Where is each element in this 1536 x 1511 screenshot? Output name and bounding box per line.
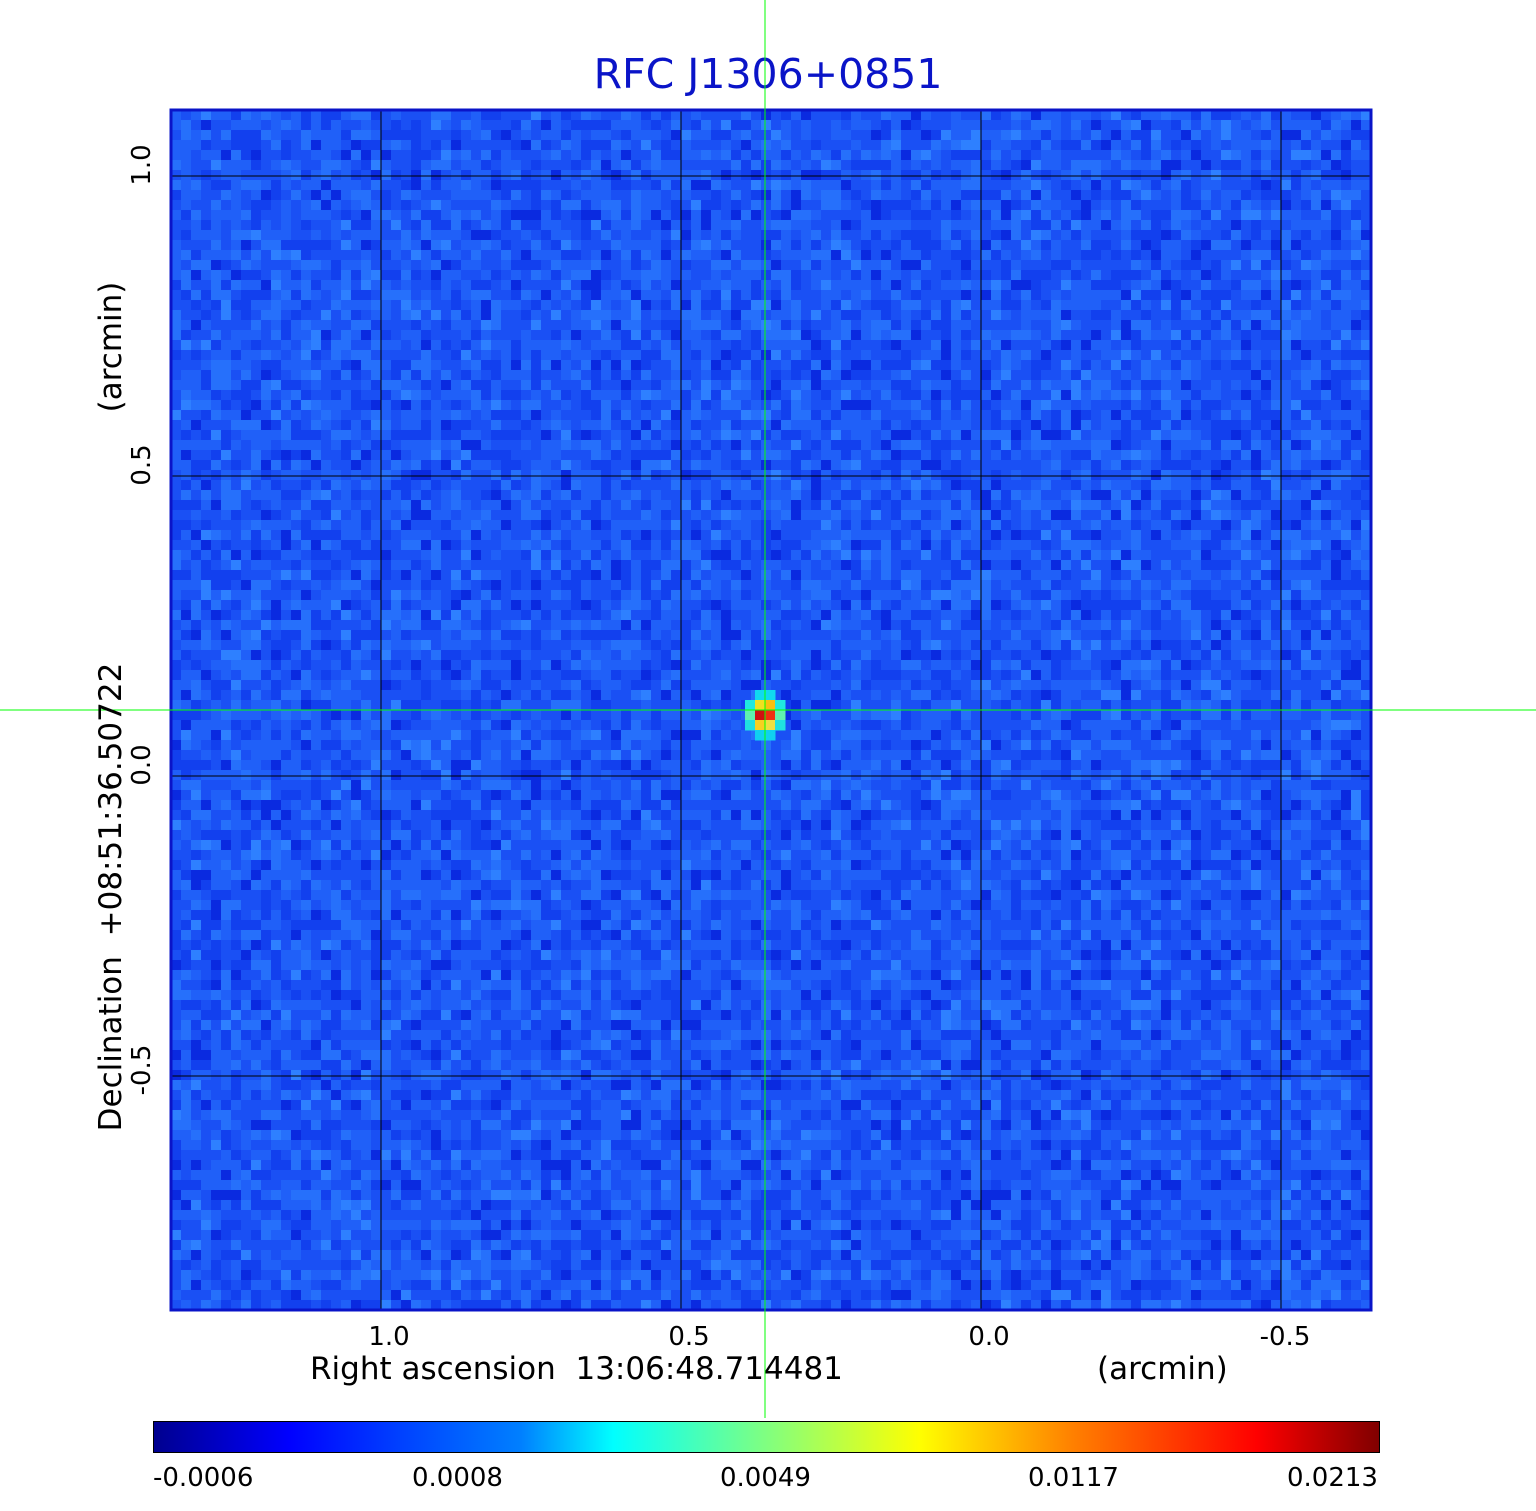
y-tick-label: 0.0 (127, 744, 157, 786)
y-axis-unit: (arcmin) (93, 281, 129, 413)
source-pixel (755, 720, 766, 731)
x-tick-label: 0.0 (968, 1322, 1010, 1352)
source-blob (745, 690, 786, 741)
colorbar-tick-label: 0.0117 (1028, 1463, 1119, 1493)
source-pixel (755, 730, 766, 741)
x-axis-unit: (arcmin) (1097, 1351, 1228, 1387)
x-tick-label: 0.5 (668, 1322, 710, 1352)
source-pixel (745, 720, 756, 731)
noise-pixels (171, 110, 1372, 1311)
colorbar-tick-label: 0.0008 (412, 1463, 503, 1493)
y-tick-label: 1.0 (127, 144, 157, 186)
x-tick-label: -0.5 (1259, 1322, 1311, 1352)
crosshair (0, 0, 1536, 1418)
source-pixel (765, 730, 776, 741)
y-tick-label: -0.5 (127, 1044, 157, 1096)
chart-title: RFC J1306+0851 (593, 50, 943, 98)
source-pixel (765, 690, 776, 701)
colorbar-tick-label: 0.0049 (720, 1463, 811, 1493)
source-pixel (755, 700, 766, 711)
colorbar (153, 1421, 1380, 1453)
source-pixel (765, 700, 776, 711)
source-pixel (765, 720, 776, 731)
source-pixel (775, 710, 786, 721)
x-axis-label: Right ascension 13:06:48.714481 (310, 1351, 843, 1387)
colorbar-tick-label: -0.0006 (153, 1463, 254, 1493)
source-pixel (775, 720, 786, 731)
y-tick-label: 0.5 (127, 444, 157, 486)
source-pixel (745, 710, 756, 721)
colorbar-tick-label: 0.0213 (1287, 1463, 1378, 1493)
source-pixel (765, 710, 776, 721)
y-axis-label: Declination +08:51:36.50722 (93, 662, 129, 1132)
source-pixel (755, 710, 766, 721)
source-pixel (745, 700, 756, 711)
source-pixel (775, 700, 786, 711)
x-tick-label: 1.0 (368, 1322, 410, 1352)
source-pixel (755, 690, 766, 701)
